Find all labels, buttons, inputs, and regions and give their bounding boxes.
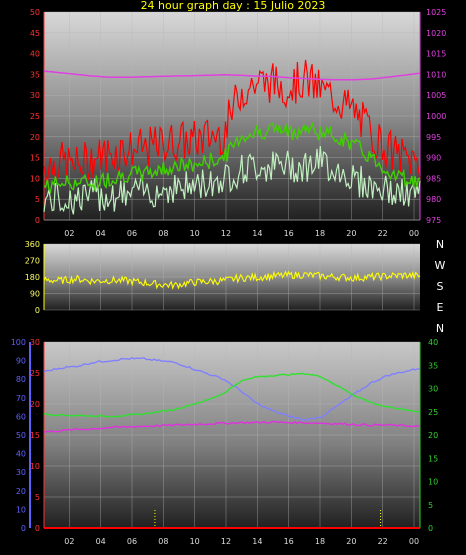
y-humidity-tick-label: 40 xyxy=(16,450,26,459)
x-tick-label: 02 xyxy=(64,537,74,546)
y-right-tick-label: 995 xyxy=(426,133,441,142)
y-left-tick-label: 270 xyxy=(25,257,40,266)
compass-label: W xyxy=(435,259,446,272)
y-right-tick-label: 35 xyxy=(428,361,438,370)
y-right-tick-label: 990 xyxy=(426,154,441,163)
y-humidity-tick-label: 50 xyxy=(16,431,26,440)
y-left-tick-label: 25 xyxy=(30,112,40,121)
x-tick-label: 22 xyxy=(378,537,388,546)
y-left-tick-label: 360 xyxy=(25,240,40,249)
x-tick-label: 18 xyxy=(315,537,325,546)
series-wind-min-line xyxy=(43,146,421,215)
y-humidity-tick-label: 10 xyxy=(16,505,26,514)
y-left-tick-label: 25 xyxy=(30,369,40,378)
y-right-tick-label: 975 xyxy=(426,216,441,225)
y-humidity-tick-label: 70 xyxy=(16,394,26,403)
series-temperature-line xyxy=(43,372,421,418)
y-left-tick-label: 15 xyxy=(30,431,40,440)
y-left-tick-label: 20 xyxy=(30,400,40,409)
wind-pressure-panel: 0510152025303540455097598098599099510001… xyxy=(30,8,447,238)
y-left-tick-label: 30 xyxy=(30,91,40,100)
y-humidity-tick-label: 20 xyxy=(16,487,26,496)
series-humidity-line xyxy=(43,357,421,422)
x-tick-label: 06 xyxy=(127,537,137,546)
x-tick-label: 22 xyxy=(378,229,388,238)
y-right-tick-label: 40 xyxy=(428,338,438,347)
temp-humidity-panel: 0102030405060708090100051015202530051015… xyxy=(11,338,438,546)
series-dewpoint-line xyxy=(43,420,420,433)
y-humidity-tick-label: 60 xyxy=(16,412,26,421)
compass-label: N xyxy=(436,322,444,335)
x-tick-label: 00 xyxy=(409,537,419,546)
x-tick-label: 20 xyxy=(346,229,356,238)
y-right-tick-label: 1000 xyxy=(426,112,446,121)
y-right-tick-label: 20 xyxy=(428,431,438,440)
y-humidity-tick-label: 0 xyxy=(21,524,26,533)
y-left-tick-label: 0 xyxy=(35,216,40,225)
series-wind-avg-line xyxy=(43,121,421,195)
y-left-tick-label: 10 xyxy=(30,174,40,183)
y-left-tick-label: 35 xyxy=(30,70,40,79)
x-tick-label: 14 xyxy=(252,537,262,546)
y-right-tick-label: 5 xyxy=(428,501,433,510)
y-left-tick-label: 180 xyxy=(25,273,40,282)
y-humidity-tick-label: 100 xyxy=(11,338,26,347)
x-tick-label: 16 xyxy=(284,537,294,546)
y-right-tick-label: 1025 xyxy=(426,8,446,17)
compass-label: E xyxy=(437,301,444,314)
x-tick-label: 08 xyxy=(158,537,168,546)
y-right-tick-label: 30 xyxy=(428,385,438,394)
x-tick-label: 04 xyxy=(96,537,106,546)
x-tick-label: 00 xyxy=(409,229,419,238)
y-left-tick-label: 5 xyxy=(35,195,40,204)
y-left-tick-label: 50 xyxy=(30,8,40,17)
x-tick-label: 20 xyxy=(346,537,356,546)
y-left-tick-label: 20 xyxy=(30,133,40,142)
y-right-tick-label: 1005 xyxy=(426,91,446,100)
compass-label: N xyxy=(436,238,444,251)
y-humidity-tick-label: 80 xyxy=(16,375,26,384)
y-left-tick-label: 45 xyxy=(30,29,40,38)
x-tick-label: 10 xyxy=(190,229,200,238)
y-right-tick-label: 985 xyxy=(426,174,441,183)
y-right-tick-label: 0 xyxy=(428,524,433,533)
y-left-tick-label: 0 xyxy=(35,524,40,533)
series-direction-line xyxy=(43,270,421,290)
y-left-tick-label: 90 xyxy=(30,290,40,299)
x-tick-label: 12 xyxy=(221,229,231,238)
x-tick-label: 06 xyxy=(127,229,137,238)
series-gust-line xyxy=(43,59,421,184)
y-left-tick-label: 0 xyxy=(35,306,40,315)
y-left-tick-label: 30 xyxy=(30,338,40,347)
y-left-tick-label: 15 xyxy=(30,154,40,163)
y-humidity-tick-label: 30 xyxy=(16,468,26,477)
x-tick-label: 04 xyxy=(96,229,106,238)
x-tick-label: 02 xyxy=(64,229,74,238)
y-right-tick-label: 10 xyxy=(428,478,438,487)
y-humidity-tick-label: 90 xyxy=(16,357,26,366)
x-tick-label: 16 xyxy=(284,229,294,238)
x-tick-label: 12 xyxy=(221,537,231,546)
x-tick-label: 18 xyxy=(315,229,325,238)
series-pressure-line xyxy=(43,70,421,81)
x-tick-label: 10 xyxy=(190,537,200,546)
y-right-tick-label: 25 xyxy=(428,408,438,417)
x-tick-label: 14 xyxy=(252,229,262,238)
y-left-tick-label: 40 xyxy=(30,50,40,59)
y-right-tick-label: 1020 xyxy=(426,29,446,38)
chart-title: 24 hour graph day : 15 Julio 2023 xyxy=(140,0,326,12)
y-right-tick-label: 15 xyxy=(428,454,438,463)
compass-label: S xyxy=(437,280,444,293)
y-left-tick-label: 10 xyxy=(30,462,40,471)
y-right-tick-label: 1010 xyxy=(426,70,446,79)
y-right-tick-label: 980 xyxy=(426,195,441,204)
y-left-tick-label: 5 xyxy=(35,493,40,502)
y-right-tick-label: 1015 xyxy=(426,50,446,59)
x-tick-label: 08 xyxy=(158,229,168,238)
